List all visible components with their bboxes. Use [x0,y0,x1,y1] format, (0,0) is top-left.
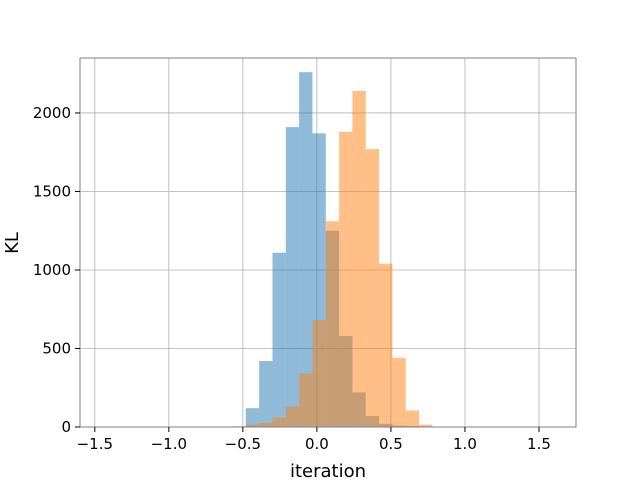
histogram-bar-series-1 [272,252,286,427]
x-tick-label: −0.5 [225,435,261,453]
bars [205,72,446,428]
histogram-bar-series-2 [352,90,366,428]
x-tick-label: 1.5 [527,435,551,453]
histogram-bar-series-2 [365,149,380,428]
histogram-bar-series-2 [259,423,273,427]
y-tick-label: 1500 [33,182,71,200]
histogram-bar-series-2 [339,131,353,428]
x-tick-label: −1.0 [151,435,187,453]
histogram-bar-series-2 [245,424,260,427]
y-axis: 0 500 1000 1500 2000 [33,104,80,436]
histogram-bar-series-2 [392,357,406,427]
x-tick-label: −1.5 [77,435,113,453]
x-axis-label: iteration [290,461,366,480]
y-tick-label: 0 [61,418,71,436]
histogram-bar-series-2 [325,221,340,427]
histogram-bar-series-2 [419,424,433,427]
histogram-bar-series-2 [299,373,313,427]
histogram-bar-series-1 [259,361,273,427]
histogram-bar-series-2 [379,263,393,427]
histogram-bar-series-2 [312,320,326,427]
y-tick-label: 2000 [33,104,71,122]
histogram-bar-series-2 [272,417,286,427]
plot-frame [79,57,577,428]
x-tick-label: 1.0 [453,435,477,453]
x-axis: −1.5 −1.0 −0.5 0.0 0.5 1.0 1.5 [77,427,551,453]
y-axis-label: KL [2,232,23,254]
histogram-bar-series-1 [245,408,260,427]
histogram-bar-series-1 [299,72,313,428]
y-tick-label: 1000 [33,261,71,279]
y-tick-label: 500 [42,339,71,357]
x-tick-label: 0.5 [379,435,403,453]
x-tick-label: 0.0 [305,435,329,453]
histogram-bar-series-2 [285,406,300,427]
histogram-bar-series-2 [405,410,420,427]
histogram-bar-series-1 [285,127,300,428]
